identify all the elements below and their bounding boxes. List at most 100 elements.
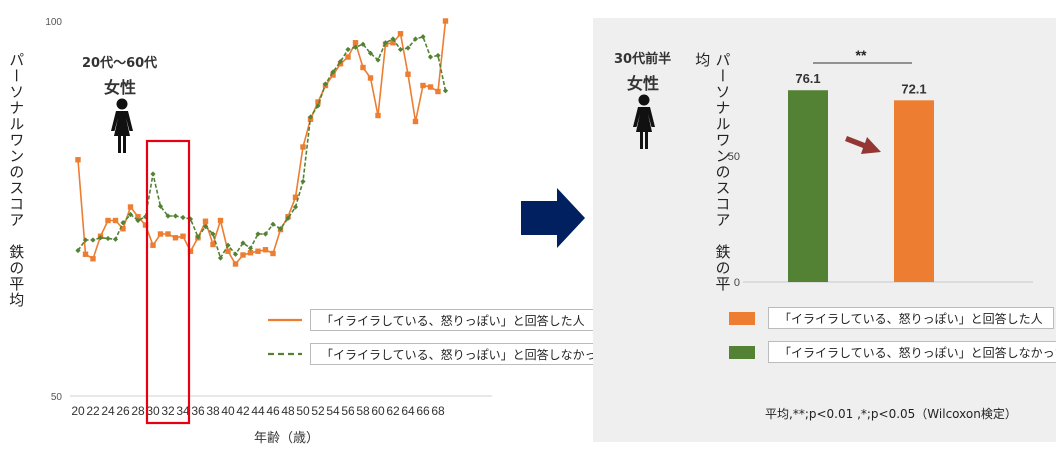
x-tick-label: 36 bbox=[191, 404, 205, 418]
data-point-answered bbox=[232, 261, 239, 267]
data-point-answered bbox=[315, 99, 321, 105]
y-tick-label: 0 bbox=[734, 277, 740, 289]
data-point-not-answered bbox=[270, 221, 276, 227]
data-point-not-answered bbox=[135, 217, 141, 224]
right-y-axis-title: パーソナルワンのスコア 鉄の平均 bbox=[693, 52, 732, 292]
left-group-age-label: 20代～60代 bbox=[82, 56, 158, 71]
data-point-not-answered bbox=[127, 211, 134, 218]
data-point-not-answered bbox=[315, 103, 321, 109]
data-point-answered bbox=[292, 194, 299, 200]
x-tick-label: 50 bbox=[296, 404, 310, 418]
bar-value-label: 76.1 bbox=[795, 71, 820, 86]
right-woman-icon bbox=[633, 94, 655, 149]
data-point-not-answered bbox=[120, 220, 126, 226]
data-point-answered bbox=[90, 256, 96, 262]
x-tick-label: 40 bbox=[221, 404, 235, 418]
data-point-not-answered bbox=[217, 255, 224, 261]
data-point-answered bbox=[427, 84, 434, 90]
data-point-answered bbox=[172, 235, 179, 241]
series-answered-line bbox=[77, 20, 447, 266]
footnote: 平均,**;p<0.01 ,*;p<0.05（Wilcoxon検定） bbox=[765, 407, 1017, 421]
data-point-not-answered bbox=[202, 223, 209, 230]
data-point-answered bbox=[300, 144, 306, 150]
x-tick-label: 46 bbox=[266, 404, 280, 418]
data-point-not-answered bbox=[240, 240, 246, 246]
x-tick-label: 68 bbox=[431, 404, 445, 418]
data-point-not-answered bbox=[307, 114, 314, 120]
x-tick-label: 24 bbox=[101, 404, 115, 418]
bar-not-answered bbox=[788, 90, 828, 282]
x-tick-label: 48 bbox=[281, 404, 295, 418]
right-legend-not-answered: 「イライラしている、怒りっぽい」と回答しなかった人 bbox=[768, 341, 1056, 363]
right-arrow-icon bbox=[521, 188, 585, 248]
data-point-not-answered bbox=[412, 36, 419, 42]
data-point-answered bbox=[405, 71, 411, 77]
data-point-not-answered bbox=[352, 44, 359, 50]
x-tick-label: 26 bbox=[116, 404, 130, 418]
data-point-answered bbox=[150, 242, 156, 248]
data-point-not-answered bbox=[262, 231, 269, 237]
data-point-answered bbox=[442, 18, 449, 24]
x-tick-label: 38 bbox=[206, 404, 220, 418]
significance-label: ** bbox=[856, 47, 867, 63]
data-point-not-answered bbox=[225, 242, 231, 248]
y-tick-label: 100 bbox=[45, 17, 62, 28]
data-point-answered bbox=[157, 231, 164, 237]
data-point-answered bbox=[397, 31, 404, 37]
data-point-not-answered bbox=[367, 50, 374, 56]
data-point-not-answered bbox=[247, 245, 254, 251]
left-legend-not-answered: 「イライラしている、怒りっぽい」と回答しなかった人 bbox=[310, 343, 632, 365]
data-point-not-answered bbox=[105, 235, 111, 242]
data-point-answered bbox=[247, 250, 254, 256]
x-tick-label: 30 bbox=[146, 404, 160, 418]
data-point-not-answered bbox=[90, 237, 96, 243]
x-tick-label: 32 bbox=[161, 404, 175, 418]
data-point-answered bbox=[202, 218, 209, 224]
right-group-age-label: 30代前半 bbox=[614, 52, 672, 67]
data-point-not-answered bbox=[232, 251, 239, 257]
data-point-not-answered bbox=[427, 54, 434, 60]
data-point-answered bbox=[142, 222, 149, 228]
decrease-arrow-icon bbox=[845, 136, 881, 154]
data-point-not-answered bbox=[195, 234, 201, 240]
x-tick-label: 56 bbox=[341, 404, 355, 418]
data-point-not-answered bbox=[97, 235, 104, 241]
x-tick-label: 44 bbox=[251, 404, 265, 418]
data-point-not-answered bbox=[397, 46, 404, 53]
data-point-answered bbox=[262, 247, 269, 253]
data-point-not-answered bbox=[435, 52, 441, 59]
right-group-sex-label: 女性 bbox=[627, 74, 660, 93]
x-tick-label: 62 bbox=[386, 404, 400, 418]
data-point-answered bbox=[435, 88, 441, 95]
data-point-not-answered bbox=[165, 213, 171, 219]
data-point-answered bbox=[255, 248, 261, 254]
data-point-answered bbox=[165, 231, 171, 237]
right-legend-answered: 「イライラしている、怒りっぽい」と回答した人 bbox=[768, 307, 1054, 329]
data-point-answered bbox=[135, 214, 141, 220]
data-point-not-answered bbox=[345, 46, 351, 53]
data-point-answered bbox=[390, 40, 396, 46]
x-tick-label: 22 bbox=[86, 404, 100, 418]
data-point-not-answered bbox=[420, 34, 426, 40]
data-point-not-answered bbox=[442, 88, 449, 94]
x-tick-label: 28 bbox=[131, 404, 145, 418]
x-tick-label: 34 bbox=[176, 404, 190, 418]
data-point-not-answered bbox=[382, 40, 389, 46]
data-point-answered bbox=[75, 157, 81, 163]
data-point-not-answered bbox=[157, 203, 164, 209]
data-point-answered bbox=[120, 226, 126, 232]
data-point-answered bbox=[112, 217, 119, 224]
data-point-not-answered bbox=[82, 237, 89, 243]
x-tick-label: 52 bbox=[311, 404, 325, 418]
y-tick-label: 50 bbox=[51, 392, 63, 403]
data-point-not-answered bbox=[285, 215, 291, 221]
data-point-not-answered bbox=[360, 41, 366, 47]
x-tick-label: 60 bbox=[371, 404, 385, 418]
x-tick-label: 64 bbox=[401, 404, 415, 418]
left-legend-swatch-orange bbox=[268, 318, 302, 322]
x-tick-label: 20 bbox=[71, 404, 85, 418]
data-point-answered bbox=[412, 118, 419, 125]
data-point-not-answered bbox=[150, 171, 156, 177]
